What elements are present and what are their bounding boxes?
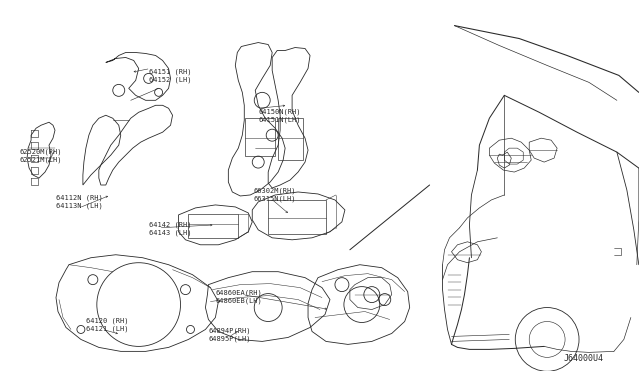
Text: 64151 (RH)
64152 (LH): 64151 (RH) 64152 (LH) (148, 68, 191, 83)
Text: 64112N (RH)
64113N (LH): 64112N (RH) 64113N (LH) (56, 195, 103, 209)
Bar (268, 200, 326, 234)
Text: 64894P(RH)
64895P(LH): 64894P(RH) 64895P(LH) (209, 327, 251, 342)
Text: 66302M(RH)
66315N(LH): 66302M(RH) 66315N(LH) (253, 188, 296, 202)
Text: 64860EA(RH)
64860EB(LH): 64860EA(RH) 64860EB(LH) (216, 290, 262, 304)
Text: J64000U4: J64000U4 (563, 355, 603, 363)
Text: 64150N(RH)
64151N(LH): 64150N(RH) 64151N(LH) (258, 108, 301, 123)
Text: 64142 (RH)
64143 (LH): 64142 (RH) 64143 (LH) (148, 222, 191, 236)
Bar (245, 118, 275, 156)
Bar (278, 118, 303, 160)
Text: 62520M(RH)
62521M(LH): 62520M(RH) 62521M(LH) (19, 148, 61, 163)
Text: 64120 (RH)
64121 (LH): 64120 (RH) 64121 (LH) (86, 318, 129, 332)
Bar (189, 214, 238, 238)
